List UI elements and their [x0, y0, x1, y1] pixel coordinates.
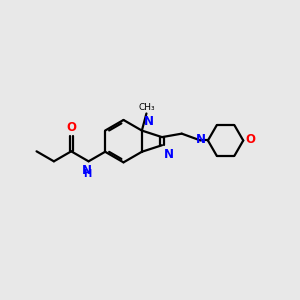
Text: N: N: [196, 134, 206, 146]
Text: CH₃: CH₃: [138, 103, 155, 112]
Text: N: N: [144, 115, 154, 128]
Text: N: N: [82, 164, 92, 177]
Text: O: O: [66, 121, 76, 134]
Text: N: N: [164, 148, 174, 160]
Text: H: H: [83, 169, 91, 179]
Text: O: O: [246, 134, 256, 146]
